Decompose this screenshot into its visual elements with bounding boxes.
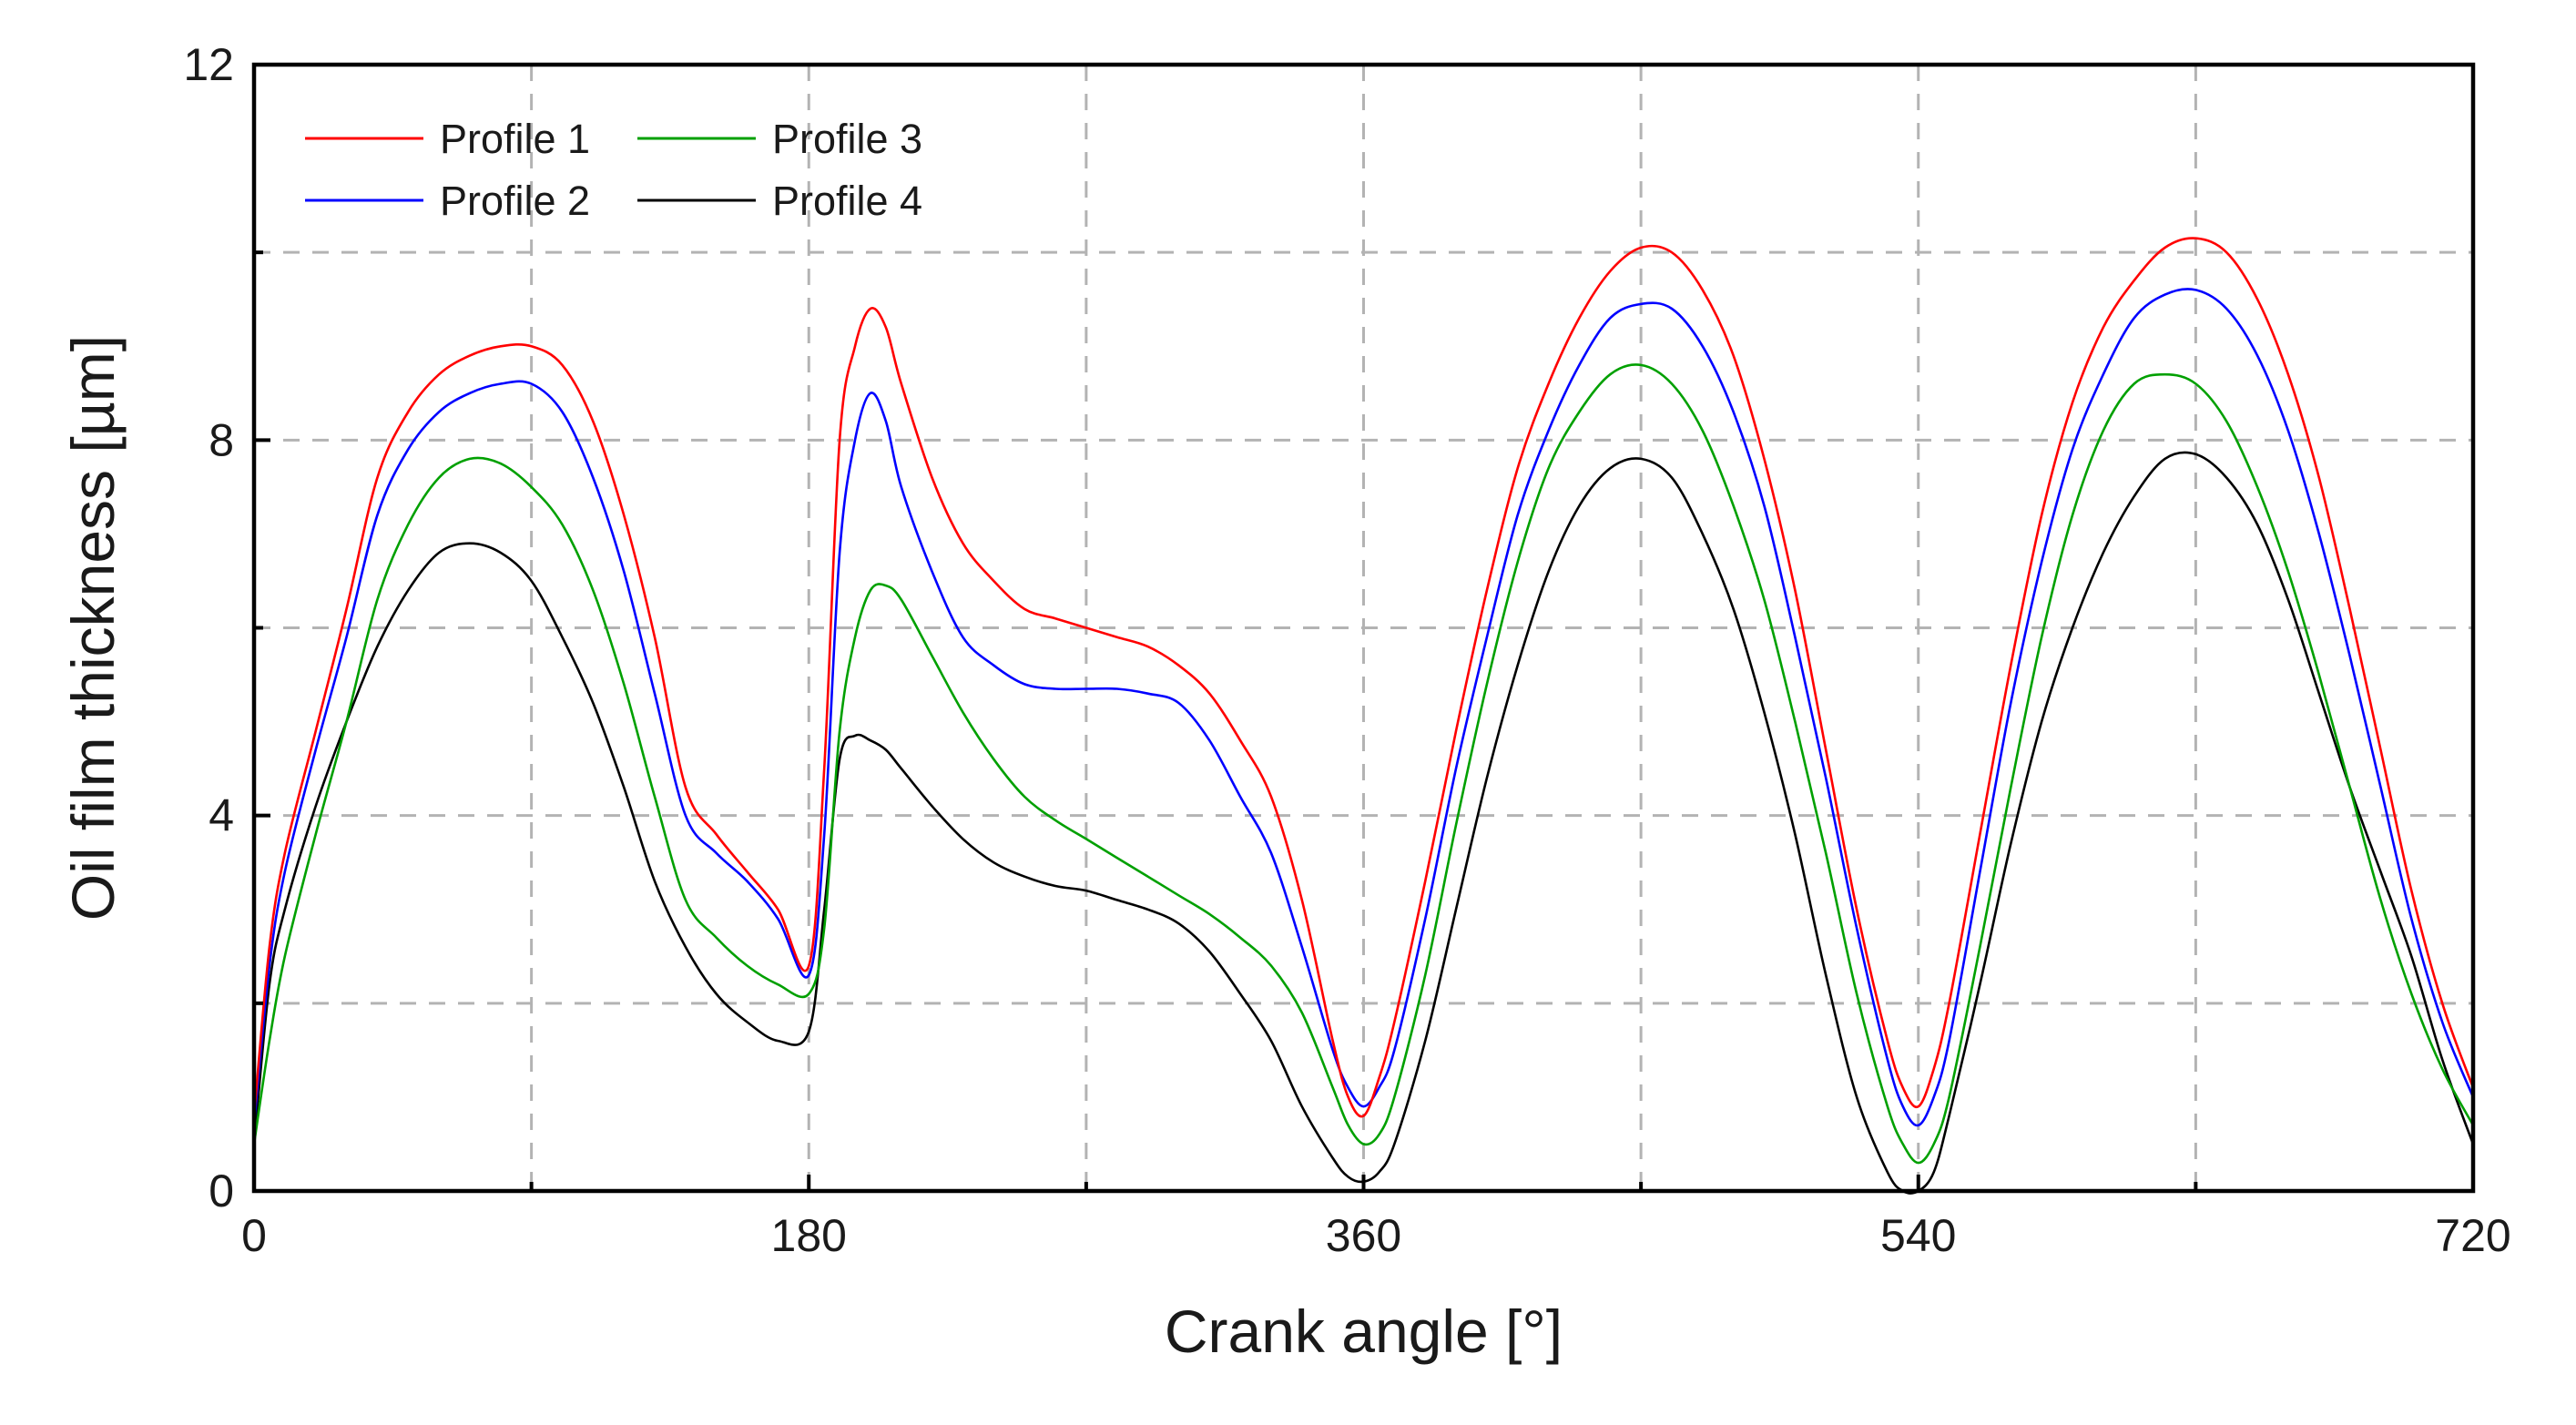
legend-label-profile-2: Profile 2 <box>440 178 590 224</box>
x-tick-label: 720 <box>2435 1210 2510 1261</box>
y-tick-label: 4 <box>209 790 234 841</box>
x-tick-label: 0 <box>241 1210 267 1261</box>
y-tick-label: 8 <box>209 414 234 465</box>
y-axis-title: Oil film thickness [µm] <box>59 335 127 921</box>
x-tick-label: 540 <box>1880 1210 1956 1261</box>
axis-ticks: 0 180 360 540 720 0 4 8 12 <box>183 39 2510 1261</box>
series-line-profile-4 <box>252 451 2475 1195</box>
series-line-profile-2 <box>252 288 2475 1127</box>
x-axis-title: Crank angle [°] <box>1165 1298 1563 1365</box>
x-tick-label: 180 <box>771 1210 847 1261</box>
legend-label-profile-3: Profile 3 <box>772 116 922 162</box>
legend-label-profile-1: Profile 1 <box>440 116 590 162</box>
legend: Profile 1 Profile 2 Profile 3 Profile 4 <box>305 116 922 224</box>
y-tick-label: 12 <box>183 39 234 90</box>
series-line-profile-3 <box>252 363 2475 1165</box>
x-tick-label: 360 <box>1326 1210 1401 1261</box>
plot-series <box>252 237 2475 1195</box>
series-line-profile-1 <box>252 237 2475 1118</box>
grid <box>254 65 2473 1191</box>
y-tick-label: 0 <box>209 1165 234 1216</box>
legend-label-profile-4: Profile 4 <box>772 178 922 224</box>
